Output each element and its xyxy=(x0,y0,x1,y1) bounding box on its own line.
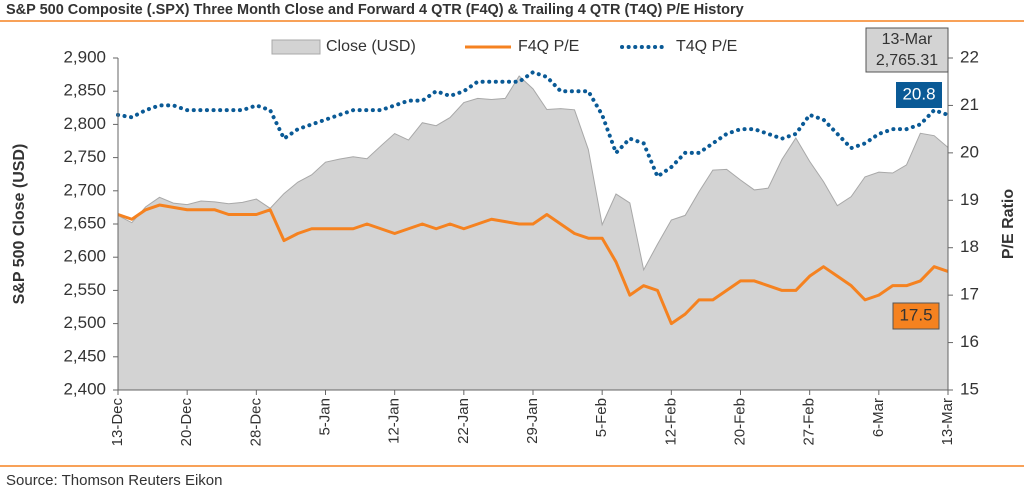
y-tick-label: 2,900 xyxy=(63,47,106,66)
y-tick-label: 2,800 xyxy=(63,114,106,133)
y2-tick-label: 18 xyxy=(960,237,979,256)
x-tick-label: 6-Mar xyxy=(870,398,887,437)
y2-tick-label: 16 xyxy=(960,332,979,351)
chart-title: S&P 500 Composite (.SPX) Three Month Clo… xyxy=(6,2,744,18)
y-tick-label: 2,550 xyxy=(63,280,106,299)
x-tick-label: 27-Feb xyxy=(801,398,818,446)
x-tick-label: 12-Jan xyxy=(386,398,403,444)
pe-line xyxy=(116,70,950,180)
y-tick-label: 2,400 xyxy=(63,379,106,398)
y-axis-title: S&P 500 Close (USD) xyxy=(11,144,28,305)
y2-tick-label: 20 xyxy=(960,142,979,161)
y2-tick-label: 21 xyxy=(960,95,979,114)
y2-tick-label: 17 xyxy=(960,285,979,304)
y2-axis-title: P/E Ratio xyxy=(1000,189,1017,259)
x-tick-label: 13-Mar xyxy=(939,398,956,446)
y-tick-label: 2,850 xyxy=(63,81,106,100)
annotation: 13-Mar xyxy=(882,31,933,48)
legend-label: Close (USD) xyxy=(326,38,416,55)
source: Source: Thomson Reuters Eikon xyxy=(6,472,223,489)
y2-tick-label: 15 xyxy=(960,379,979,398)
y-tick-label: 2,700 xyxy=(63,180,106,199)
annotation: 2,765.31 xyxy=(876,52,938,69)
x-tick-label: 20-Dec xyxy=(178,398,195,447)
y-tick-label: 2,750 xyxy=(63,147,106,166)
x-tick-label: 5-Jan xyxy=(316,398,333,436)
annotation-box xyxy=(892,302,940,330)
annotation: 20.8 xyxy=(902,84,935,103)
annotation-box xyxy=(896,82,942,108)
x-tick-label: 20-Feb xyxy=(731,398,748,446)
x-tick-label: 22-Jan xyxy=(455,398,472,444)
y2-tick-label: 19 xyxy=(960,190,979,209)
x-tick-label: 5-Feb xyxy=(593,398,610,437)
y-tick-label: 2,600 xyxy=(63,247,106,266)
legend-label: T4Q P/E xyxy=(676,38,737,55)
legend-swatch xyxy=(271,39,321,55)
annotation-box xyxy=(865,27,949,73)
y-tick-label: 2,450 xyxy=(63,346,106,365)
close-area xyxy=(117,75,949,391)
x-tick-label: 12-Feb xyxy=(662,398,679,446)
pe-line xyxy=(117,203,949,326)
y-tick-label: 2,650 xyxy=(63,213,106,232)
x-tick-label: 13-Dec xyxy=(109,398,126,447)
y-tick-label: 2,500 xyxy=(63,313,106,332)
legend-label: F4Q P/E xyxy=(518,38,579,55)
x-tick-label: 28-Dec xyxy=(247,398,264,447)
y2-tick-label: 22 xyxy=(960,47,979,66)
x-tick-label: 29-Jan xyxy=(524,398,541,444)
annotation: 17.5 xyxy=(899,305,932,324)
